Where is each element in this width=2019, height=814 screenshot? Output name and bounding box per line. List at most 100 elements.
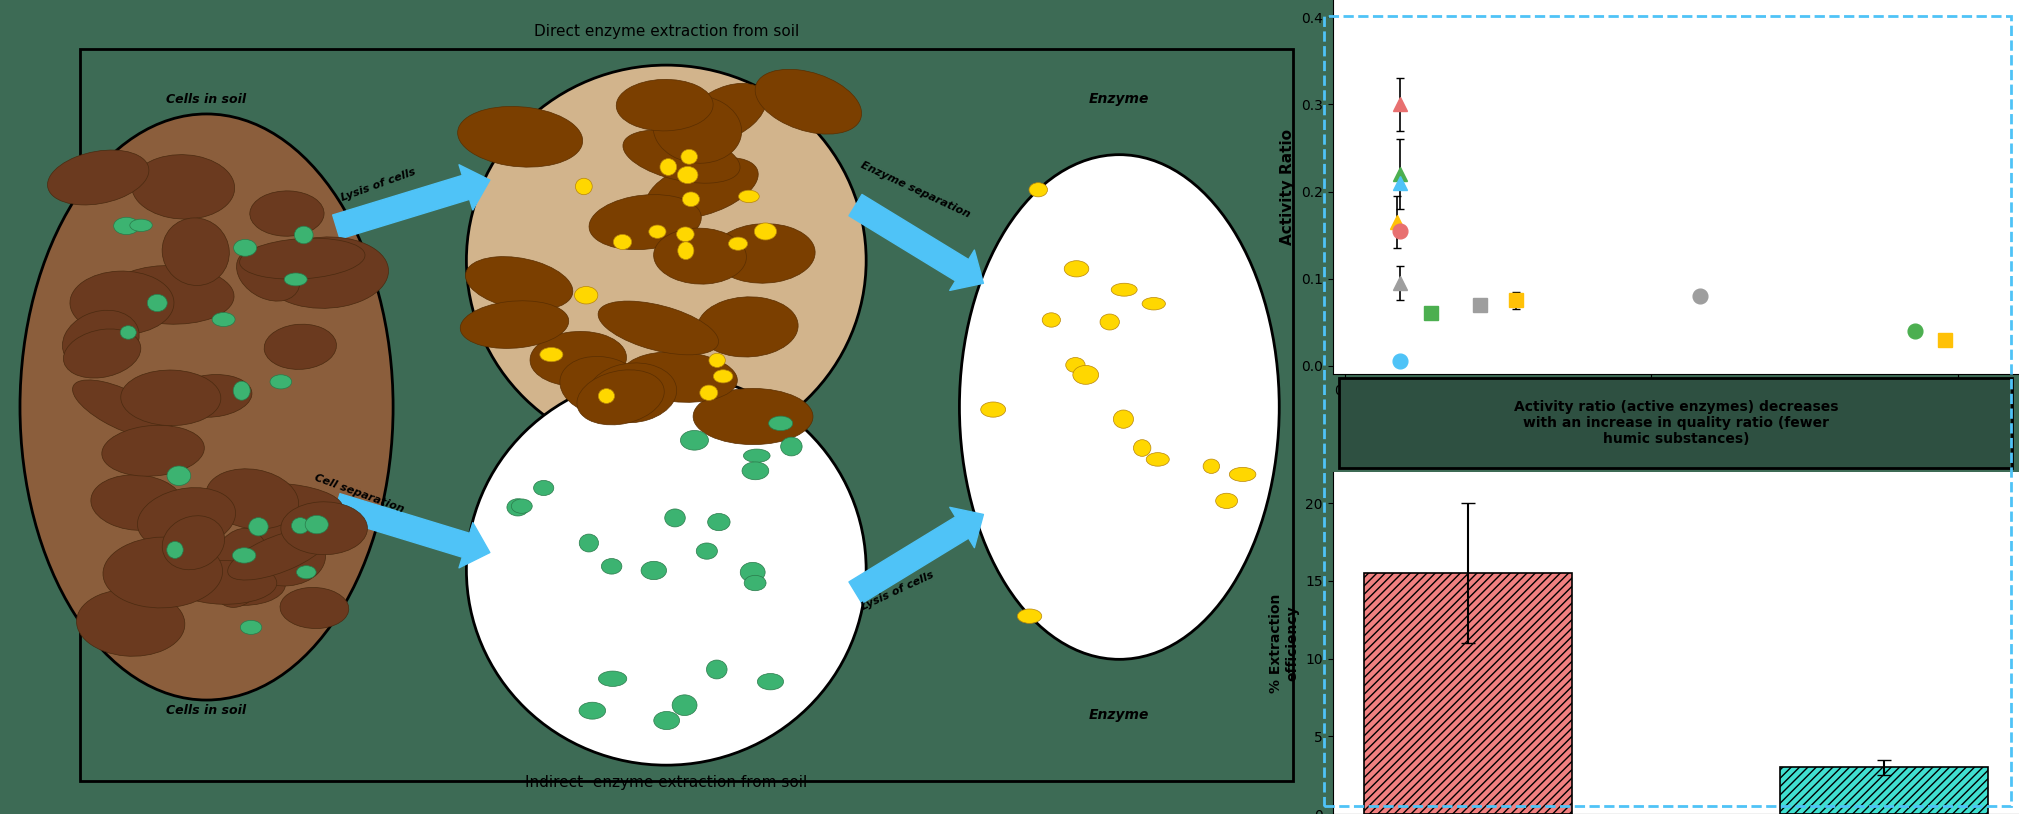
Ellipse shape — [559, 357, 646, 416]
Ellipse shape — [63, 310, 139, 370]
Ellipse shape — [697, 297, 798, 357]
Ellipse shape — [622, 352, 737, 402]
Ellipse shape — [131, 155, 234, 219]
Ellipse shape — [121, 326, 135, 339]
Text: Direct enzyme extraction from soil: Direct enzyme extraction from soil — [533, 24, 800, 39]
Ellipse shape — [1018, 609, 1042, 624]
Ellipse shape — [168, 541, 184, 558]
Ellipse shape — [682, 192, 699, 207]
Ellipse shape — [103, 537, 222, 608]
Ellipse shape — [654, 95, 741, 164]
Ellipse shape — [240, 620, 262, 634]
Ellipse shape — [959, 155, 1280, 659]
Ellipse shape — [507, 499, 529, 516]
Ellipse shape — [713, 370, 733, 383]
Ellipse shape — [1133, 440, 1151, 457]
Ellipse shape — [1203, 459, 1219, 474]
Ellipse shape — [285, 273, 307, 286]
Ellipse shape — [729, 237, 747, 250]
Ellipse shape — [234, 381, 250, 400]
Ellipse shape — [648, 225, 666, 239]
Ellipse shape — [1066, 357, 1084, 373]
Ellipse shape — [642, 562, 666, 580]
Ellipse shape — [295, 226, 313, 243]
Ellipse shape — [466, 374, 866, 765]
Ellipse shape — [678, 166, 699, 184]
Text: Lysis of cells: Lysis of cells — [860, 570, 935, 612]
Ellipse shape — [755, 223, 777, 240]
Ellipse shape — [212, 313, 234, 326]
Ellipse shape — [1147, 453, 1169, 466]
Ellipse shape — [511, 499, 533, 514]
Ellipse shape — [680, 431, 709, 450]
Ellipse shape — [707, 660, 727, 679]
Ellipse shape — [660, 159, 676, 175]
Ellipse shape — [598, 671, 626, 686]
Ellipse shape — [709, 353, 725, 367]
Ellipse shape — [113, 217, 139, 234]
Ellipse shape — [598, 388, 614, 404]
Ellipse shape — [680, 149, 697, 164]
Ellipse shape — [646, 157, 759, 219]
Text: Lysis of cells: Lysis of cells — [339, 167, 418, 204]
Ellipse shape — [168, 466, 190, 485]
Text: Enzyme: Enzyme — [1088, 708, 1149, 722]
Ellipse shape — [757, 673, 783, 689]
Text: Enzyme: Enzyme — [1088, 92, 1149, 106]
Y-axis label: Activity Ratio: Activity Ratio — [1280, 129, 1296, 245]
Ellipse shape — [739, 190, 759, 203]
Ellipse shape — [194, 561, 285, 606]
Ellipse shape — [48, 150, 149, 205]
Ellipse shape — [684, 83, 767, 142]
Ellipse shape — [1143, 297, 1165, 310]
Ellipse shape — [1230, 467, 1256, 481]
Ellipse shape — [533, 480, 553, 496]
Ellipse shape — [228, 528, 329, 580]
Ellipse shape — [297, 566, 317, 579]
Ellipse shape — [590, 195, 701, 250]
Ellipse shape — [697, 543, 717, 559]
X-axis label: Quality Ratio: Quality Ratio — [1619, 404, 1732, 418]
Ellipse shape — [206, 469, 299, 529]
Ellipse shape — [981, 402, 1005, 417]
Y-axis label: % Extraction
efficiency: % Extraction efficiency — [1270, 593, 1300, 693]
Ellipse shape — [238, 522, 325, 586]
Ellipse shape — [575, 287, 598, 304]
Ellipse shape — [579, 534, 598, 552]
Ellipse shape — [291, 518, 309, 534]
Ellipse shape — [240, 239, 365, 279]
Ellipse shape — [250, 191, 325, 236]
Ellipse shape — [1100, 314, 1119, 330]
Text: Enzyme separation: Enzyme separation — [860, 160, 971, 220]
Ellipse shape — [654, 228, 747, 284]
Ellipse shape — [101, 426, 204, 476]
Ellipse shape — [264, 324, 337, 370]
Text: Cells in soil: Cells in soil — [166, 93, 246, 106]
Text: Cells in soil: Cells in soil — [166, 704, 246, 717]
Ellipse shape — [709, 514, 731, 531]
Ellipse shape — [1064, 260, 1088, 277]
Ellipse shape — [579, 702, 606, 719]
Ellipse shape — [162, 516, 224, 570]
Ellipse shape — [129, 219, 151, 231]
Ellipse shape — [598, 301, 719, 355]
Ellipse shape — [577, 370, 664, 425]
Ellipse shape — [172, 374, 252, 418]
Ellipse shape — [602, 558, 622, 574]
Ellipse shape — [1215, 493, 1238, 509]
Ellipse shape — [121, 370, 220, 426]
Ellipse shape — [664, 509, 684, 527]
Ellipse shape — [234, 239, 256, 256]
Ellipse shape — [713, 224, 816, 283]
Text: Cell separation: Cell separation — [313, 472, 406, 514]
Ellipse shape — [588, 363, 676, 422]
Ellipse shape — [458, 107, 583, 167]
Ellipse shape — [248, 518, 269, 536]
Ellipse shape — [20, 114, 394, 700]
Bar — [1781, 768, 1989, 814]
Ellipse shape — [466, 256, 573, 310]
Ellipse shape — [77, 589, 186, 656]
Ellipse shape — [624, 130, 741, 183]
Ellipse shape — [701, 385, 719, 400]
Ellipse shape — [305, 515, 329, 534]
